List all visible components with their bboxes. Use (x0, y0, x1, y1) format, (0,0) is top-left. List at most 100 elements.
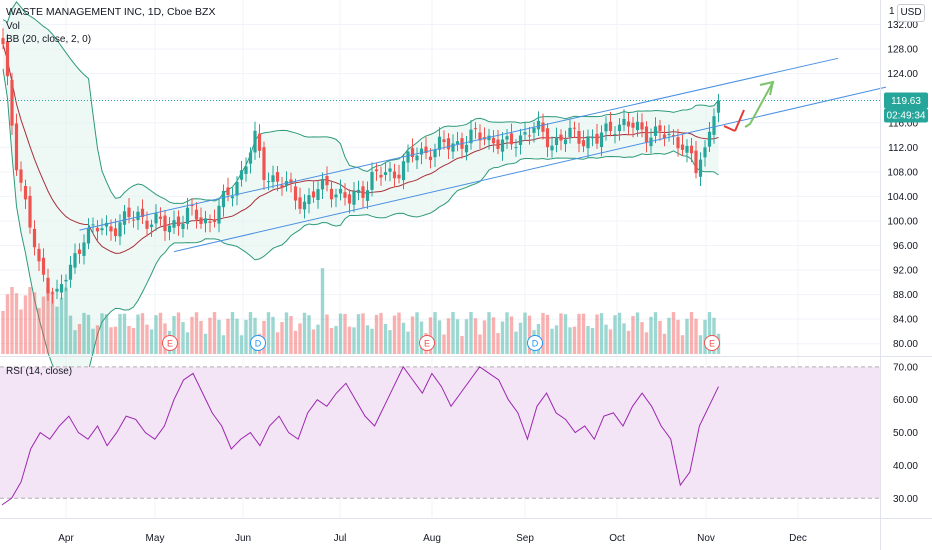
volume-bar (10, 287, 14, 354)
candle-body (91, 224, 95, 226)
channel-lower-line[interactable] (173, 86, 887, 253)
candle-body (707, 131, 712, 147)
candle-body (622, 118, 626, 126)
volume-bar (64, 287, 68, 354)
rsi-label: RSI (14, close) (6, 366, 73, 377)
volume-bar (379, 312, 383, 354)
volume-bar (622, 323, 626, 354)
volume-bar (28, 287, 32, 354)
volume-bar (383, 324, 388, 354)
currency-button[interactable]: USD (897, 4, 925, 22)
volume-bar (302, 312, 307, 354)
candle-body (590, 137, 595, 139)
candle-body (626, 121, 631, 127)
candle-body (541, 122, 545, 132)
volume-bar (608, 329, 613, 354)
rsi-tick-label: 70.00 (893, 362, 918, 373)
candle-body (568, 127, 572, 137)
candle-body (55, 288, 59, 292)
event-marker-label: D (532, 339, 539, 349)
candle-body (311, 191, 316, 198)
event-marker[interactable] (419, 335, 435, 351)
candle-body (424, 146, 428, 154)
candle-body (361, 186, 365, 198)
rsi-tick-label: 50.00 (893, 428, 918, 439)
candle-body (410, 148, 415, 157)
candle-body (244, 166, 248, 174)
candle-body (73, 253, 77, 268)
candle-body (23, 185, 28, 200)
price-tick-label: 116.00 (888, 118, 918, 129)
volume-bar (50, 291, 55, 354)
candle-body (374, 169, 379, 172)
candle-body (509, 133, 514, 145)
event-marker[interactable] (162, 335, 178, 351)
volume-bar (293, 330, 298, 354)
volume-bar (698, 335, 703, 354)
candle-body (334, 194, 338, 198)
candle-body (320, 178, 325, 190)
candle-body (379, 174, 383, 178)
volume-bar (248, 312, 253, 354)
volume-bar (451, 312, 455, 354)
candle-body (496, 139, 500, 149)
projection-arrow-up[interactable] (744, 81, 774, 128)
volume-bar (289, 315, 293, 354)
candle-body (613, 134, 617, 136)
price-tick-label: 92.00 (893, 266, 918, 277)
candle-body (343, 192, 347, 198)
event-marker[interactable] (527, 335, 543, 351)
top-tick-label: 1 (889, 6, 895, 17)
candle-body (194, 209, 199, 220)
candle-body (559, 134, 563, 141)
volume-bar (509, 316, 514, 354)
volume-bar (1, 311, 5, 354)
volume-bar (442, 334, 446, 354)
rsi-line (1, 365, 719, 506)
volume-bar (104, 314, 109, 354)
candle-body (104, 222, 109, 227)
candle-body (140, 208, 145, 218)
candle-body (262, 147, 266, 180)
candle-body (172, 220, 176, 228)
event-marker[interactable] (704, 335, 720, 351)
candle-body (662, 134, 667, 139)
volume-bar (86, 314, 91, 354)
candle-body (41, 257, 46, 275)
volume-bar (361, 313, 365, 354)
channel-upper-line[interactable] (79, 57, 839, 231)
candle-body (325, 176, 329, 186)
candle-body (631, 122, 635, 128)
volume-bar (329, 328, 334, 354)
candle-body (667, 134, 671, 136)
candle-body (329, 188, 334, 200)
month-label: Apr (58, 533, 74, 544)
last-price-value: 119.63 (891, 96, 921, 107)
month-label: Aug (423, 533, 441, 544)
volume-bar (280, 322, 284, 354)
candle-body (217, 205, 221, 224)
candle-body (46, 277, 50, 294)
candle-body (221, 190, 226, 208)
volume-bar (446, 318, 451, 354)
volume-bar (266, 312, 271, 354)
candle-body (703, 147, 707, 158)
price-tick-label: 128.00 (887, 45, 918, 56)
volume-bar (428, 317, 433, 354)
volume-bar (599, 313, 604, 354)
event-marker-label: E (709, 339, 715, 349)
volume-bar (181, 322, 185, 354)
candle-body (302, 201, 307, 210)
candle-body (1, 38, 5, 45)
candle-body (86, 227, 91, 244)
candle-body (671, 135, 676, 137)
candle-body (208, 221, 212, 223)
volume-bar (640, 322, 644, 354)
projection-arrow-down[interactable] (723, 125, 736, 132)
volume-bar (311, 329, 316, 354)
event-marker[interactable] (250, 335, 266, 351)
candle-body (154, 213, 158, 224)
bollinger-upper (2, 1, 719, 204)
volume-bar (491, 317, 496, 354)
